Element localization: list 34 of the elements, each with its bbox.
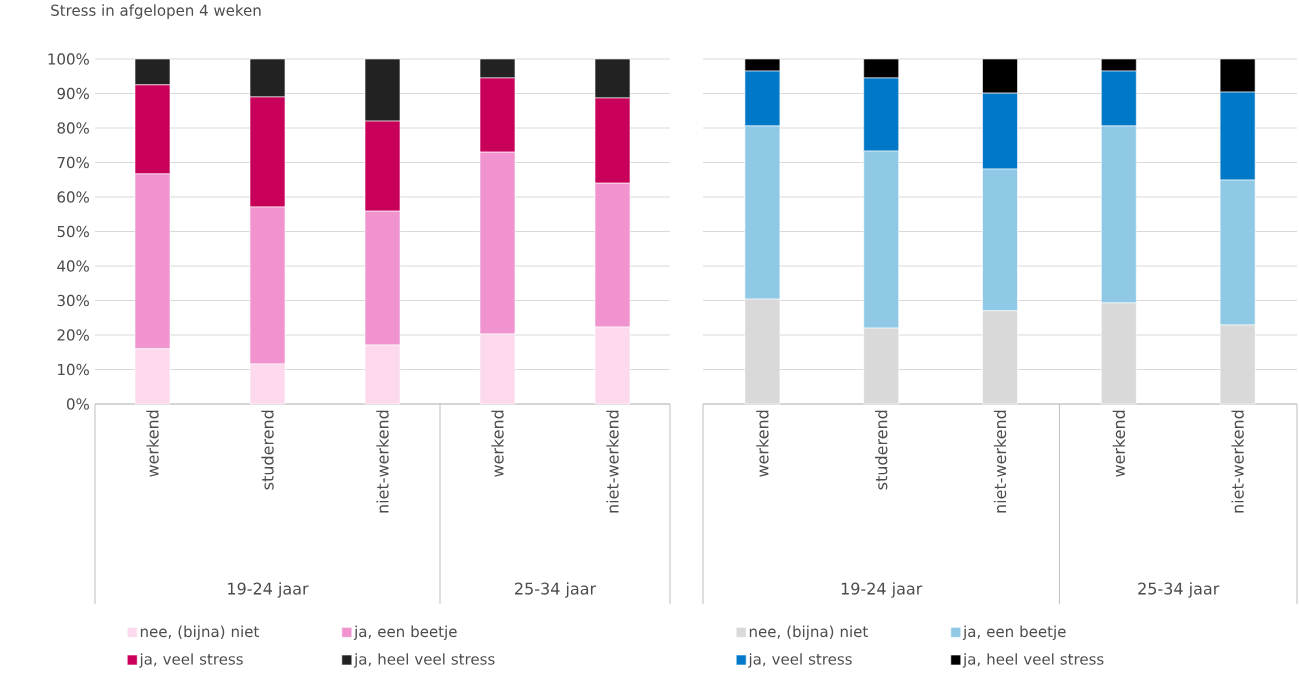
x-tick-label: niet-werkend [376,410,389,513]
text: 19-24 jaar [841,582,923,598]
legend-label: ja, heel veel stress [962,653,1104,668]
text: 25-34 jaar [1138,582,1220,598]
legend-label: nee, (bijna) niet [749,625,868,641]
y-tick-label: 100% [48,53,89,65]
chart-title: Stress in afgelopen 4 weken [51,4,261,19]
legend-label: ja, veel stress [748,653,852,668]
y-tick-label: 70% [57,156,89,169]
x-tick-label: werkend [756,410,769,477]
legend-label: ja, veel stress [139,653,243,668]
y-tick-label: 40% [57,260,89,272]
text: 25-34 jaar [515,582,597,598]
x-tick-label: studerend [261,410,274,490]
y-tick-label: 80% [57,122,89,134]
x-tick-label: studerend [875,410,888,490]
y-tick-label: 20% [57,329,89,341]
legend-label: ja, een beetje [353,625,457,641]
y-tick-label: 60% [57,191,89,203]
x-tick-label: werkend [146,410,159,477]
x-tick-label: niet-werkend [993,410,1007,513]
y-tick-label: 90% [57,87,89,100]
y-tick-label: 30% [57,294,89,307]
x-tick-label: werkend [491,410,504,477]
text: 19-24 jaar [228,582,309,598]
x-tick-label: niet-werkend [606,410,619,513]
y-tick-label: 10% [58,363,89,376]
y-tick-label: 50% [57,225,89,238]
x-tick-label: niet-werkend [1231,410,1244,513]
legend-label: ja, een beetje [962,625,1066,641]
y-tick-label: 0% [66,398,89,410]
legend-label: nee, (bijna) niet [140,625,259,641]
x-tick-label: werkend [1112,410,1126,477]
legend-label: ja, heel veel stress [353,653,495,668]
